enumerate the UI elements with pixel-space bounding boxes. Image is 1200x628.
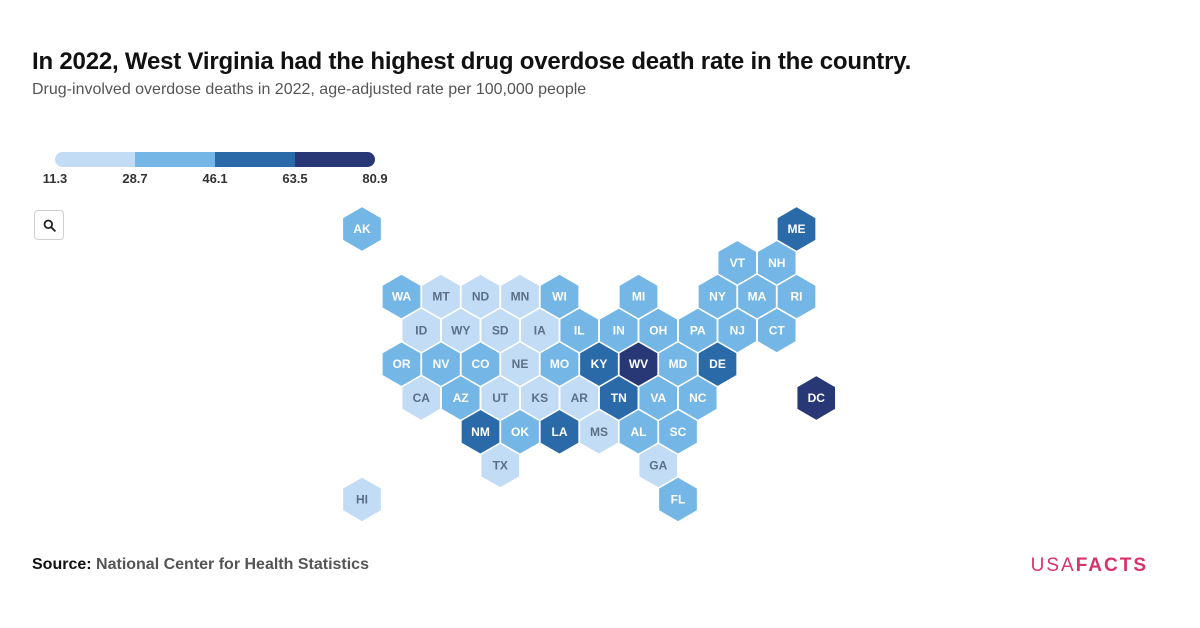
legend-tick: 11.3 [42,171,68,186]
legend-tick: 46.1 [202,171,228,186]
legend-segment-2 [135,152,215,167]
state-hex-shape[interactable] [657,475,699,523]
state-hex-shape[interactable] [795,374,837,422]
logo-usa: USA [1030,555,1076,576]
state-hex-hi[interactable]: HI [341,475,383,523]
source-label: Source: [32,556,92,573]
state-hex-ak[interactable]: AK [341,205,383,253]
state-hex-shape[interactable] [756,306,798,354]
source-note: Source: National Center for Health Stati… [32,556,369,574]
logo-facts: FACTS [1075,555,1148,576]
search-button[interactable] [34,210,64,240]
legend-tick: 63.5 [282,171,308,186]
legend-segment-1 [55,152,135,167]
search-icon [43,219,56,232]
state-hex-shape[interactable] [479,442,521,490]
state-hex-shape[interactable] [341,205,383,253]
legend-segment-4 [295,152,375,167]
legend-tick: 28.7 [122,171,148,186]
chart-title: In 2022, West Virginia had the highest d… [32,48,912,75]
legend-bar [55,152,375,167]
legend-segment-3 [215,152,295,167]
source-value: National Center for Health Statistics [96,556,369,573]
chart-subtitle: Drug-involved overdose deaths in 2022, a… [32,81,587,98]
legend-tick: 80.9 [362,171,388,186]
state-hex-shape[interactable] [341,475,383,523]
usafacts-logo: USAFACTS [1031,555,1148,577]
state-hex-dc[interactable]: DC [795,374,837,422]
color-legend: 11.3 28.7 46.1 63.5 80.9 [38,150,398,190]
